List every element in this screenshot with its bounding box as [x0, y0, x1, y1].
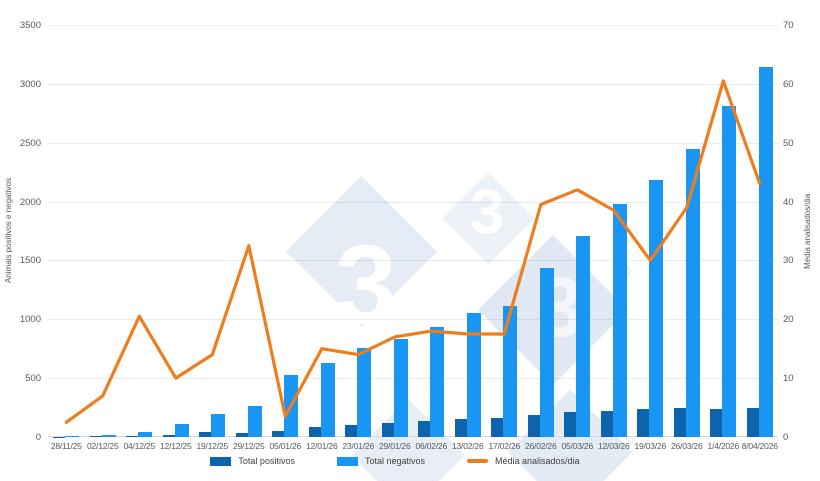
right-axis-tick-label: 30 [783, 255, 794, 267]
left-axis-tick-label: 3000 [19, 78, 41, 90]
x-axis-tick-label: 19/03/26 [634, 441, 667, 451]
right-axis-tick-label: 40 [783, 196, 794, 208]
bar-total-positivos[interactable] [272, 431, 285, 437]
right-axis-tick-label: 60 [783, 78, 794, 90]
bar-total-positivos[interactable] [199, 432, 212, 437]
bar-total-positivos[interactable] [710, 408, 723, 437]
gridline [48, 25, 778, 26]
bar-total-negativos[interactable] [685, 148, 700, 437]
bar-total-negativos[interactable] [65, 436, 80, 437]
left-axis-tick-label: 1500 [19, 255, 41, 267]
gridline [48, 142, 778, 144]
left-axis-tick-label: 1000 [19, 314, 41, 326]
bar-total-positivos[interactable] [491, 418, 504, 437]
x-axis-tick-label: 17/02/26 [488, 441, 521, 451]
bar-total-negativos[interactable] [101, 435, 116, 437]
left-axis-tick-label: 2500 [19, 137, 41, 149]
x-axis-tick-label: 04/12/25 [123, 441, 156, 451]
x-axis-tick-label: 1/4/2026 [707, 441, 740, 451]
left-axis-tick-label: 3500 [19, 20, 41, 31]
legend-item-total-positivos[interactable]: Total positivos [210, 456, 295, 466]
bar-total-negativos[interactable] [758, 67, 773, 437]
bar-total-negativos[interactable] [722, 106, 737, 437]
bar-total-positivos[interactable] [162, 434, 175, 437]
bar-total-positivos[interactable] [637, 409, 650, 437]
left-axis-tick-label: 2000 [19, 196, 41, 208]
right-axis-tick-label: 70 [783, 20, 794, 31]
legend-swatch-total-negativos [336, 456, 358, 466]
bar-total-negativos[interactable] [174, 424, 189, 437]
x-axis-tick-label: 02/12/25 [87, 441, 119, 451]
x-axis-tick-label: 13/02/26 [452, 441, 484, 451]
x-axis-tick-label: 8/04/2026 [741, 441, 778, 451]
bar-total-negativos[interactable] [466, 313, 481, 437]
right-axis-tick-label: 10 [783, 373, 794, 385]
legend-label-total-positivos: Total positivos [238, 456, 295, 466]
legend-swatch-media-analisados [467, 459, 488, 463]
legend-item-total-negativos[interactable]: Total negativos [336, 456, 425, 466]
bar-total-positivos[interactable] [673, 408, 686, 437]
legend-item-media-analisados[interactable]: Média analisados/dia [467, 456, 580, 466]
right-axis-tick-label: 0 [783, 432, 789, 443]
media-analisados-line-path [64, 79, 762, 424]
bar-total-positivos[interactable] [126, 435, 139, 437]
media-analisados-line [64, 79, 762, 424]
left-axis-tick-label: 500 [25, 373, 41, 385]
x-axis-tick-label: 28/11/25 [50, 441, 82, 451]
bar-total-positivos[interactable] [308, 427, 321, 437]
x-axis-tick-label: 19/12/25 [196, 441, 229, 451]
right-axis-tick-label: 50 [783, 137, 794, 149]
legend-swatch-total-positivos [210, 456, 232, 466]
bar-total-positivos[interactable] [89, 436, 102, 437]
bar-total-negativos[interactable] [211, 414, 226, 437]
bar-total-positivos[interactable] [746, 407, 759, 437]
plot-area [48, 25, 778, 437]
bar-total-positivos[interactable] [235, 432, 248, 437]
x-axis-tick-label: 12/12/25 [160, 441, 192, 451]
legend-label-total-negativos: Total negativos [364, 456, 425, 466]
x-axis-tick-label: 05/01/26 [269, 441, 302, 451]
legend-label-media-analisados: Média analisados/dia [495, 456, 580, 466]
x-axis-tick-label: 12/01/26 [306, 441, 338, 451]
left-axis-tick-label: 0 [35, 432, 41, 443]
gridline [48, 83, 778, 85]
bar-total-negativos[interactable] [138, 431, 153, 437]
bar-total-negativos[interactable] [247, 405, 262, 437]
legend: Total positivos Total negativos Média an… [0, 456, 790, 466]
bar-total-negativos[interactable] [320, 363, 335, 437]
x-axis-tick-label: 26/03/26 [671, 441, 703, 451]
right-axis-tick-label: 20 [783, 314, 794, 326]
x-axis-tick-label: 29/12/25 [233, 441, 265, 451]
gridline [48, 378, 778, 380]
